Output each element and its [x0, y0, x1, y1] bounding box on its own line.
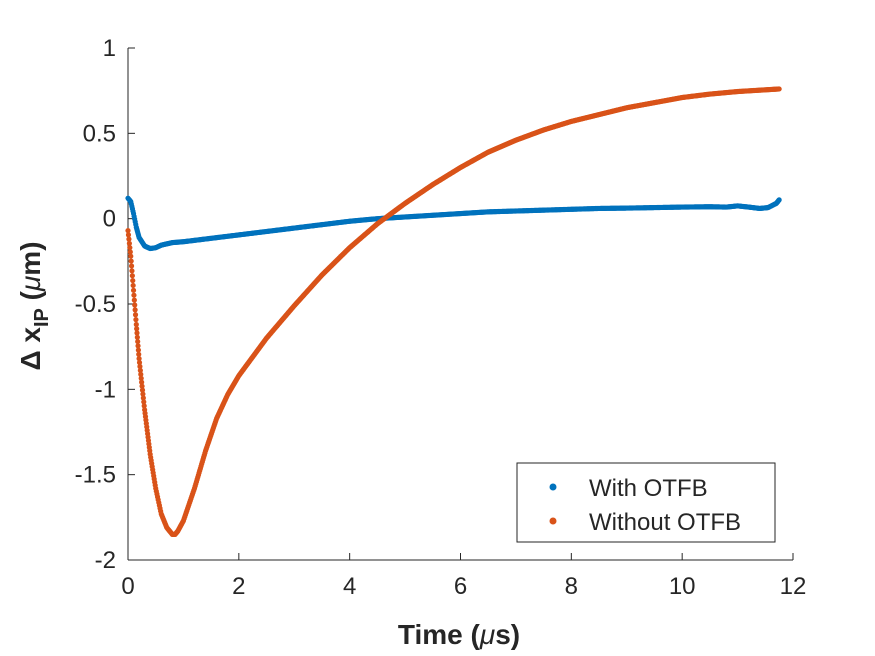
legend-label: With OTFB — [589, 475, 708, 502]
x-tick-label: 6 — [454, 573, 467, 600]
series-with-otfb — [125, 195, 782, 252]
x-tick-label: 2 — [232, 573, 245, 600]
data-point — [134, 330, 140, 336]
data-point — [140, 395, 146, 401]
data-point — [134, 326, 140, 332]
data-point — [129, 268, 135, 274]
y-tick-label: 0 — [103, 206, 116, 233]
data-point — [137, 367, 143, 374]
data-point — [127, 245, 133, 251]
data-point — [133, 321, 139, 328]
data-point — [138, 371, 144, 377]
data-point — [135, 347, 141, 353]
y-tick-label: -0.5 — [75, 291, 116, 318]
data-point — [139, 379, 145, 385]
y-tick-label: 0.5 — [83, 120, 116, 147]
x-tick-label: 8 — [565, 573, 578, 600]
data-point — [125, 228, 131, 234]
legend-box — [516, 462, 776, 543]
data-point — [137, 363, 143, 370]
data-point — [126, 240, 132, 247]
data-point — [125, 232, 132, 238]
data-point — [136, 351, 142, 357]
data-point — [776, 86, 782, 92]
data-point — [131, 292, 137, 298]
data-point — [135, 338, 141, 345]
data-point — [139, 387, 146, 393]
legend: With OTFB Without OTFB — [516, 462, 776, 543]
data-point — [127, 249, 133, 255]
data-point — [129, 273, 135, 279]
legend-marker — [549, 483, 557, 491]
data-point — [141, 403, 147, 409]
legend-label: Without OTFB — [589, 509, 741, 536]
x-tick-label: 0 — [121, 573, 134, 600]
data-point — [130, 277, 136, 284]
data-point — [141, 399, 147, 405]
axes: 0 2 4 6 8 10 12 1 0.5 0 -0.5 -1 -1.5 -2 — [75, 35, 807, 600]
data-point — [128, 258, 134, 264]
data-point — [132, 307, 138, 313]
data-point — [132, 302, 138, 308]
data-point — [139, 383, 145, 389]
y-tick-label: 1 — [103, 35, 116, 62]
data-point — [138, 375, 144, 381]
data-point — [136, 356, 142, 362]
y-axis-title: Δ xIP (μm) — [15, 241, 53, 370]
data-point — [776, 197, 782, 203]
data-point — [133, 317, 139, 323]
data-point — [131, 297, 137, 303]
y-tick-label: -1.5 — [75, 462, 116, 489]
series-without-otfb — [125, 86, 782, 538]
x-tick-label: 10 — [669, 573, 696, 600]
data-point — [130, 287, 137, 293]
data-point — [135, 343, 141, 349]
legend-marker — [549, 517, 557, 525]
data-point — [132, 312, 139, 318]
plot-series — [125, 86, 782, 538]
data-point — [128, 253, 134, 259]
data-point — [126, 236, 132, 242]
data-point — [136, 359, 143, 366]
x-tick-label: 4 — [343, 573, 356, 600]
data-point — [140, 391, 146, 397]
data-point — [134, 334, 140, 340]
data-point — [128, 263, 135, 269]
x-axis-title: Time (μs) — [398, 619, 520, 650]
y-tick-label: -1 — [95, 376, 116, 403]
y-tick-label: -2 — [95, 547, 116, 574]
x-tick-label: 12 — [780, 573, 807, 600]
data-point — [130, 282, 136, 289]
